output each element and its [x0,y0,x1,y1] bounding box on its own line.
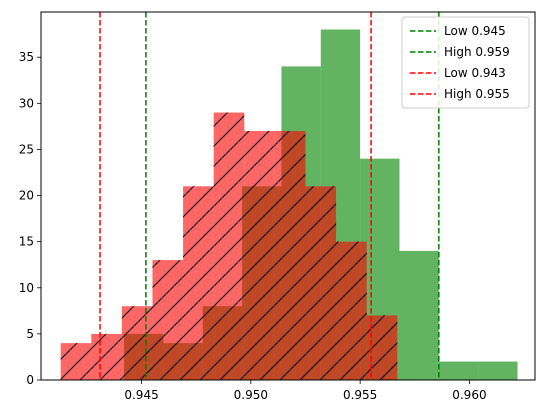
histogram-bar-hatch [244,130,275,380]
histogram-bar-hatch [305,186,337,380]
histogram-bar-hatch [91,333,122,380]
legend-box [401,16,530,109]
y-tick-label: 0 [26,373,34,387]
histogram-bars [60,29,518,380]
histogram-bar-hatch [60,343,92,380]
y-tick-label: 30 [19,96,34,110]
y-tick-label: 20 [19,189,34,203]
histogram-bar-hatch [121,306,153,380]
histogram-bar [399,250,439,380]
histogram-bar [438,361,479,380]
histogram-bar-hatch [336,241,367,380]
legend-label: High 0.955 [444,87,510,101]
histogram-bar-hatch [213,112,245,380]
x-tick-label: 0.950 [234,388,268,402]
y-tick-label: 25 [19,142,34,156]
x-tick-label: 0.955 [343,388,377,402]
x-tick-label: 0.960 [452,388,486,402]
x-axis-ticks: 0.945 0.950 0.955 0.960 [124,380,487,402]
histogram-bar [478,361,518,380]
y-tick-label: 15 [19,235,34,249]
legend-label: Low 0.945 [444,24,506,38]
legend-label: High 0.959 [444,45,510,59]
y-tick-label: 10 [19,281,34,295]
y-tick-label: 35 [19,50,34,64]
histogram-bar-hatch [274,130,306,380]
histogram-series-2 [60,112,398,380]
y-axis-ticks: 0 5 10 15 20 25 30 35 [19,50,41,387]
x-tick-label: 0.945 [124,388,158,402]
plot-area-frame [40,11,536,381]
legend-label: Low 0.943 [444,66,506,80]
histogram-bar-hatch [183,186,214,380]
legend: Low 0.945 High 0.959 Low 0.943 High 0.955 [401,16,530,109]
y-tick-label: 5 [26,327,34,341]
histogram-bar-hatch [152,260,184,380]
